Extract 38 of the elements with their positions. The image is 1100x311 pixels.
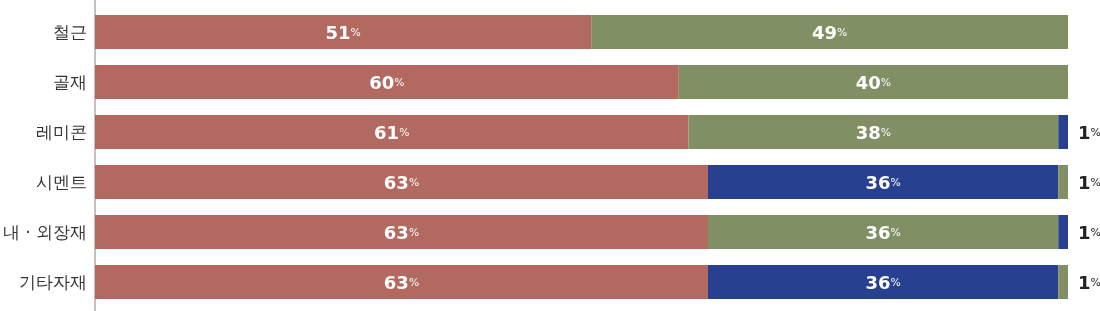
data-label: 51% <box>325 21 361 43</box>
category-label: 기타자재 <box>19 272 87 292</box>
data-label: 49% <box>811 21 848 43</box>
bar: 38% <box>688 115 1059 149</box>
data-label: 36% <box>865 271 901 293</box>
category-label: 레미콘 <box>36 122 87 142</box>
bar: 1% <box>1058 115 1100 149</box>
bar: 60% <box>95 65 679 99</box>
category-label: 골재 <box>53 72 87 92</box>
bar: 1% <box>1058 215 1100 249</box>
data-label: 1% <box>1078 221 1100 243</box>
category-label: 내 · 외장재 <box>2 222 87 242</box>
data-label: 61% <box>374 121 410 143</box>
bar: 40% <box>678 65 1068 99</box>
category-label: 철근 <box>53 22 87 42</box>
data-label: 63% <box>383 221 420 243</box>
bar: 36% <box>708 165 1059 199</box>
bar: 1% <box>1058 265 1100 299</box>
data-label: 60% <box>369 71 405 93</box>
bar: 36% <box>708 265 1059 299</box>
data-label: 1% <box>1078 271 1100 293</box>
bar: 63% <box>95 215 708 249</box>
bar: 36% <box>708 215 1059 249</box>
bar: 49% <box>591 15 1068 49</box>
data-label: 36% <box>865 171 901 193</box>
bar: 51% <box>95 15 592 49</box>
bar: 63% <box>95 265 708 299</box>
data-label: 40% <box>855 71 892 93</box>
category-label: 시멘트 <box>36 172 87 192</box>
data-label: 1% <box>1078 171 1100 193</box>
bar: 63% <box>95 165 708 199</box>
data-label: 36% <box>865 221 901 243</box>
data-label: 63% <box>383 171 420 193</box>
data-label: 63% <box>383 271 420 293</box>
bar: 1% <box>1058 165 1100 199</box>
data-label: 38% <box>855 121 892 143</box>
bar: 61% <box>95 115 689 149</box>
data-label: 1% <box>1078 121 1100 143</box>
